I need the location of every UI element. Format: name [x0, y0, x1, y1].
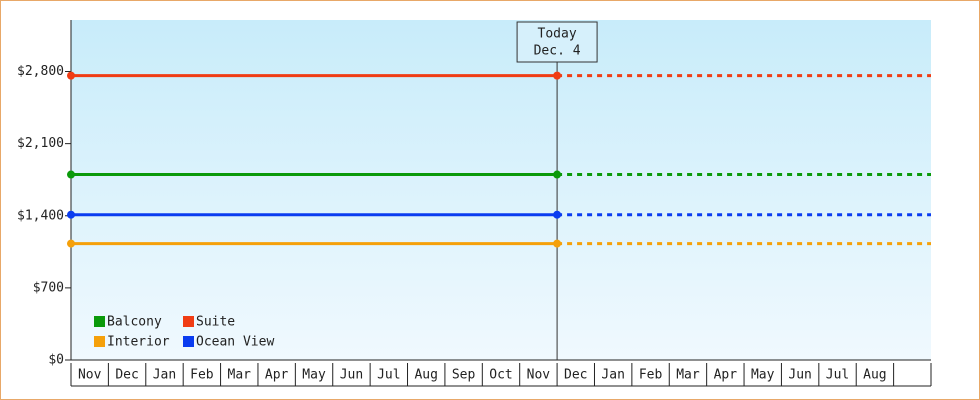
x-tick-label: Nov [527, 368, 551, 383]
y-tick-label: $700 [33, 280, 64, 295]
x-tick-label: Feb [639, 368, 663, 383]
x-tick-label: Jul [826, 368, 849, 383]
point [67, 239, 75, 248]
y-tick-label: $1,400 [17, 208, 64, 223]
point [553, 170, 562, 179]
today-box [516, 21, 598, 63]
point [67, 71, 75, 80]
x-tick-label: Jan [601, 368, 624, 383]
x-tick-label: Dec [115, 368, 138, 383]
x-tick-label: Apr [714, 368, 738, 383]
y-tick-label: $0 [48, 353, 64, 368]
legend-label: Interior [107, 335, 170, 350]
legend-swatch [183, 336, 194, 347]
today-title: Today [538, 27, 577, 42]
x-tick-label: May [302, 368, 326, 383]
legend-label: Balcony [107, 315, 162, 330]
x-tick-label: Jun [340, 368, 363, 383]
x-tick-label: Mar [228, 368, 252, 383]
y-tick-label: $2,800 [17, 64, 64, 79]
point [553, 210, 562, 219]
x-tick-label: Mar [676, 368, 700, 383]
point [553, 239, 562, 248]
legend-swatch [94, 316, 105, 327]
legend-swatch [94, 336, 105, 347]
x-tick-label: Dec [564, 368, 587, 383]
x-tick-label: Jul [377, 368, 400, 383]
x-tick-label: Aug [414, 368, 437, 383]
x-tick-label: Apr [265, 368, 289, 383]
x-tick-label: May [751, 368, 775, 383]
point [553, 71, 562, 80]
y-tick-label: $2,100 [17, 136, 64, 151]
legend-label: Suite [196, 315, 235, 330]
point [67, 210, 75, 219]
x-tick-label: Jun [788, 368, 811, 383]
plot-area [71, 20, 931, 360]
x-tick-label: Oct [489, 368, 512, 383]
legend-label: Ocean View [196, 335, 274, 350]
point [67, 170, 75, 179]
x-tick-label: Jan [153, 368, 176, 383]
x-tick-label: Feb [190, 368, 214, 383]
x-tick-label: Aug [863, 368, 886, 383]
x-tick-label: Sep [452, 368, 476, 383]
x-tick-label: Nov [78, 368, 102, 383]
today-date: Dec. 4 [534, 44, 581, 59]
legend-swatch [183, 316, 194, 327]
